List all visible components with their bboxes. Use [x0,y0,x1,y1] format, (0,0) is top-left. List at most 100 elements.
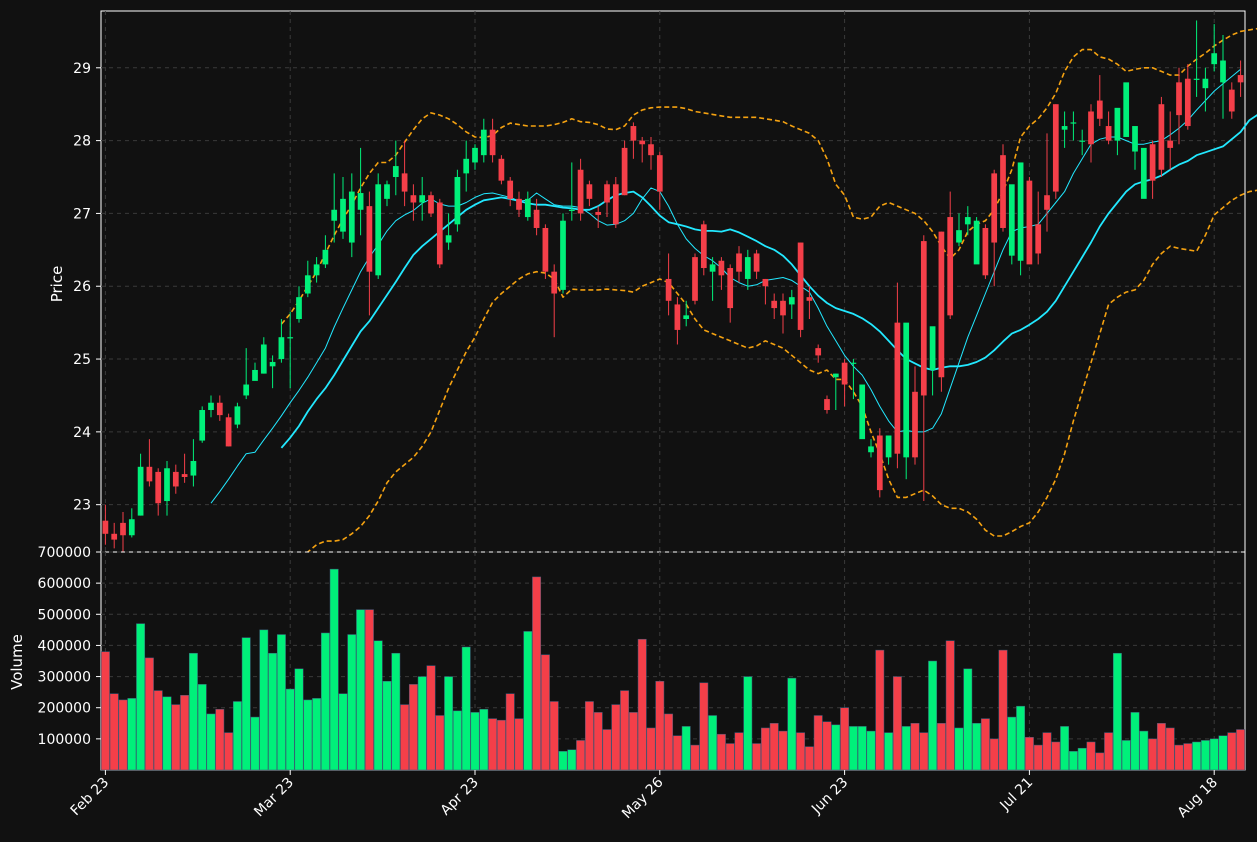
candle-body [401,173,408,192]
candle-body [331,209,338,221]
volume-bar [980,718,990,771]
volume-bar [1051,741,1061,771]
volume-bar [892,676,902,771]
volume-bar [303,699,313,771]
candle-body [542,227,549,272]
volume-bar [171,704,181,771]
volume-bar [118,699,128,771]
volume-bar [1174,744,1184,771]
candle-body [234,406,241,425]
volume-bar [540,654,550,771]
candle-body [1079,140,1086,142]
volume-bar [435,715,445,771]
volume-bar [250,716,260,771]
candle-body [1017,162,1024,261]
volume-bar [725,743,735,771]
volume-bar [452,710,462,771]
candle-body [850,362,857,364]
candle-body [744,257,751,279]
candle-body [1000,155,1006,228]
volume-bar [479,709,489,771]
candle-body [1220,60,1226,83]
candle-body [947,217,954,316]
volume-bar [945,640,955,771]
volume-bar [796,732,806,771]
volume-bar [804,746,814,771]
volume-bar [1086,741,1096,771]
candle-body [859,384,866,440]
candle-body [445,235,452,243]
volume-axis-label: Volume [8,634,26,690]
volume-bar [734,732,744,771]
candle-body [894,322,901,454]
price-y-tick-label: 26 [73,279,91,295]
candle-body [612,184,619,225]
candle-body [876,435,883,491]
candle-body [1149,144,1156,181]
volume-bar [954,727,964,771]
candle-body [155,471,162,504]
candle-body [560,220,566,290]
candle-body [639,140,646,145]
volume-bar [127,698,137,771]
candle-body [692,257,698,301]
candle-body [920,241,927,396]
volume-bar [602,729,612,771]
volume-bar [989,738,999,771]
volume-y-tick-label: 200000 [38,701,91,717]
volume-bar [1209,738,1219,771]
volume-bar [558,751,568,771]
volume-bar [936,723,946,771]
volume-bar [153,690,163,771]
candle-body [366,206,373,272]
volume-bar [593,712,603,771]
candle-body [146,466,153,482]
candle-body [780,300,786,316]
candle-body [357,193,364,210]
volume-bar [268,652,278,771]
volume-bar [760,727,770,771]
volume-bar [1183,743,1193,771]
volume-bar [848,726,858,771]
volume-y-tick-label: 600000 [38,576,91,592]
volume-bar [100,651,110,771]
volume-bar [972,723,982,771]
candle-body [172,471,179,487]
candle-body [1035,224,1042,254]
volume-bar [470,712,480,771]
candle-body [260,344,267,374]
candle-body [806,297,813,301]
price-y-tick-label: 27 [73,206,91,222]
volume-bar [417,676,427,771]
candle-body [973,220,980,265]
candle-body [384,184,390,199]
volume-bar [813,715,823,771]
volume-bar [329,568,339,771]
volume-bar [1033,744,1043,771]
candle-body [1176,82,1182,116]
candle-body [982,227,989,276]
volume-y-tick-label: 700000 [38,545,91,561]
volume-bar [664,713,674,771]
volume-bar [857,726,867,771]
volume-bar [1095,752,1105,771]
candle-body [516,198,522,210]
candle-body [797,242,804,330]
candle-body [824,399,830,411]
candle-body [630,126,637,141]
candle-body [1008,184,1015,256]
volume-bar [743,676,753,771]
candle-body [815,348,822,356]
candle-body [709,264,716,272]
volume-bar [215,709,225,771]
candle-body [410,195,417,203]
candle-body [700,224,707,269]
volume-bar [672,735,682,771]
volume-bar [532,576,542,771]
candle-body [568,209,575,211]
candle-body [1096,100,1103,119]
candlesticks [102,20,1244,552]
volume-bar [206,713,216,771]
volume-bar [224,732,234,771]
volume-bar [514,718,524,771]
